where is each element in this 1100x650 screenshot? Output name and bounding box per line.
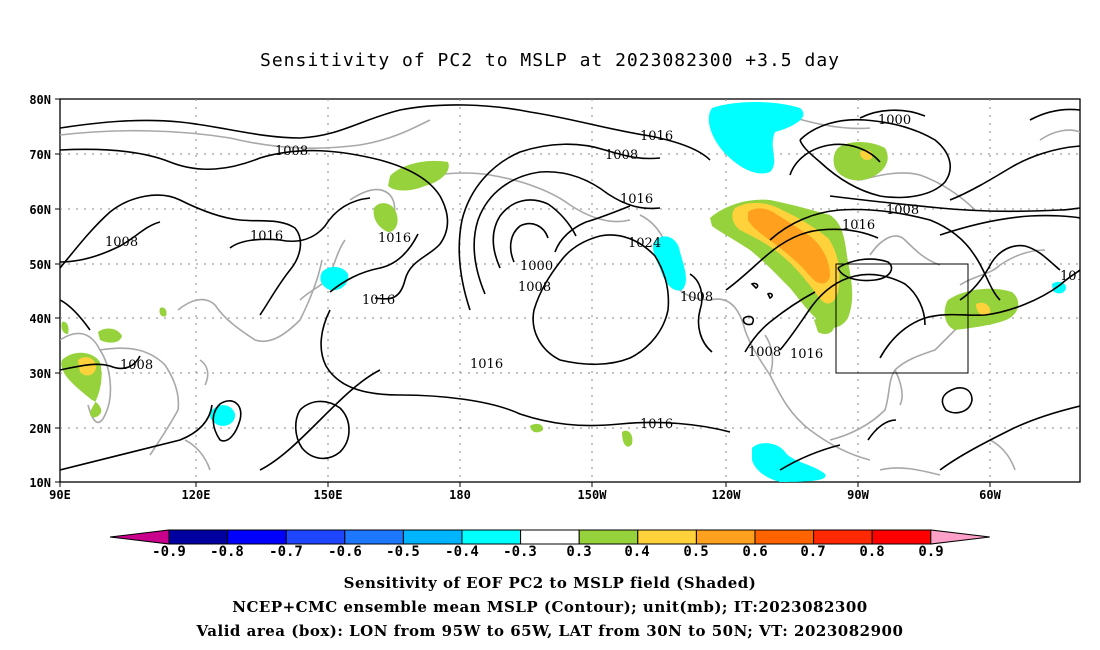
plot-title: Sensitivity of PC2 to MSLP at 2023082300… <box>259 50 840 71</box>
contour-labels: 1016 1008 1016 1008 1016 1016 1008 1024 … <box>105 113 1093 432</box>
colorbar-tick-label: 0.4 <box>624 544 649 560</box>
contour-label: 1008 <box>605 148 638 163</box>
colorbar-segment <box>637 529 697 545</box>
lat-label: 20N <box>29 422 51 436</box>
colorbar-segment <box>227 529 287 545</box>
colorbar-tick-label: -0.4 <box>445 544 479 560</box>
contour-label: 1024 <box>628 236 661 251</box>
contour-label: 1016 <box>378 231 411 246</box>
colorbar-segment <box>871 529 932 545</box>
colorbar-end-low <box>109 529 170 545</box>
contour-label: 1008 <box>518 280 551 295</box>
colorbar-segment <box>402 529 463 545</box>
contour-label: 1016 <box>790 347 823 362</box>
colorbar-tick-label: 0.6 <box>742 544 767 560</box>
colorbar <box>109 529 990 545</box>
contour-label: 1016 <box>1060 269 1093 284</box>
colorbar-tick-label: 0.3 <box>566 544 591 560</box>
colorbar-segment <box>578 529 639 545</box>
axis-ticks <box>55 98 991 487</box>
colorbar-tick-label: 0.8 <box>859 544 884 560</box>
contour-label: 1016 <box>362 293 395 308</box>
contour-label: 1008 <box>275 144 308 159</box>
valid-area-box <box>835 263 969 374</box>
colorbar-tick-label: -0.9 <box>152 544 186 560</box>
contour-label: 1016 <box>470 357 503 372</box>
colorbar-tick-label: -0.3 <box>503 544 537 560</box>
colorbar-segment <box>754 529 815 545</box>
lon-label: 150W <box>578 488 608 502</box>
contour-label: 1008 <box>105 235 138 250</box>
contour-label: 1008 <box>120 358 153 373</box>
contour-label: 1008 <box>680 290 713 305</box>
colorbar-tick-label: 0.9 <box>918 544 943 560</box>
lon-label: 120W <box>712 488 742 502</box>
contour-label: 1016 <box>250 229 283 244</box>
lat-label: 10N <box>29 476 51 490</box>
contour-label: 1000 <box>878 113 911 128</box>
colorbar-segment <box>285 529 346 545</box>
caption-line-3: Valid area (box): LON from 95W to 65W, L… <box>196 622 904 640</box>
lon-label: 60W <box>979 488 1001 502</box>
lat-label: 80N <box>29 93 51 107</box>
contour-label: 1008 <box>748 345 781 360</box>
lat-label: 60N <box>29 203 51 217</box>
colorbar-tick-label: -0.8 <box>210 544 244 560</box>
lat-label: 30N <box>29 367 51 381</box>
colorbar-tick-label: -0.7 <box>269 544 303 560</box>
lon-label: 150E <box>314 488 343 502</box>
colorbar-tick-label: 0.5 <box>683 544 708 560</box>
mslp-contours <box>60 104 1080 471</box>
colorbar-segment <box>461 529 522 545</box>
longitude-labels: 90E 120E 150E 180 150W 120W 90W 60W <box>49 488 1001 502</box>
lat-label: 70N <box>29 148 51 162</box>
lon-label: 180 <box>449 488 471 502</box>
colorbar-tick-label: 0.7 <box>800 544 825 560</box>
colorbar-tick-label: -0.5 <box>386 544 420 560</box>
colorbar-segment <box>813 529 873 545</box>
contour-label: 1016 <box>842 218 875 233</box>
latitude-labels: 80N 70N 60N 50N 40N 30N 20N 10N <box>29 93 51 490</box>
sensitivity-shading <box>61 102 1066 482</box>
caption-line-1: Sensitivity of EOF PC2 to MSLP field (Sh… <box>343 574 757 592</box>
colorbar-segment <box>344 529 404 545</box>
colorbar-end-high <box>930 529 990 545</box>
colorbar-tick-label: -0.6 <box>328 544 362 560</box>
contour-label: 1000 <box>520 259 553 274</box>
colorbar-segment <box>695 529 756 545</box>
lat-label: 50N <box>29 258 51 272</box>
contour-label: 1016 <box>640 417 673 432</box>
colorbar-segment <box>520 529 580 545</box>
contour-label: 1016 <box>620 192 653 207</box>
colorbar-segment <box>168 529 229 545</box>
lon-label: 90W <box>847 488 869 502</box>
lat-label: 40N <box>29 312 51 326</box>
contour-label: 1016 <box>640 129 673 144</box>
lon-label: 120E <box>182 488 211 502</box>
caption-line-2: NCEP+CMC ensemble mean MSLP (Contour); u… <box>232 598 868 616</box>
lon-label: 90E <box>49 488 71 502</box>
contour-label: 1008 <box>886 203 919 218</box>
colorbar-tick-labels: -0.9 -0.8 -0.7 -0.6 -0.5 -0.4 -0.3 0.3 0… <box>152 544 944 560</box>
